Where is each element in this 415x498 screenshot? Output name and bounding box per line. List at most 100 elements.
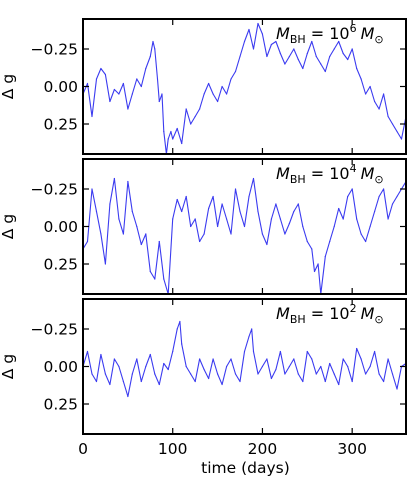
mass-annotation: MBH = 106 M⊙ — [276, 22, 384, 46]
data-point — [315, 55, 317, 58]
data-point — [356, 347, 358, 350]
y-axis-label: Δ g — [0, 74, 17, 99]
y-axis-label: Δ g — [0, 354, 17, 379]
data-point — [324, 380, 326, 383]
data-point — [127, 108, 129, 110]
panel-2: −0.25 0.00 0.25 Δ g MBH = 104 M⊙ — [0, 158, 407, 295]
data-point — [320, 365, 322, 368]
data-point — [293, 48, 295, 50]
data-point — [163, 278, 165, 280]
data-point — [149, 270, 151, 273]
data-point — [113, 358, 116, 360]
data-point — [252, 48, 255, 50]
data-point — [104, 373, 107, 375]
data-point — [234, 188, 237, 190]
data-point — [342, 218, 344, 220]
data-point — [194, 115, 196, 118]
data-point — [145, 365, 147, 368]
data-point — [275, 203, 277, 205]
data-point — [284, 63, 286, 65]
data-point — [127, 180, 129, 183]
data-point — [257, 210, 259, 213]
data-point — [275, 40, 277, 43]
data-point — [95, 210, 98, 213]
data-point — [313, 270, 316, 273]
data-point — [95, 380, 98, 383]
y-tick-label: 0.25 — [43, 256, 78, 274]
data-point — [387, 358, 389, 360]
data-point — [203, 233, 205, 235]
mass-annotation: MBH = 104 M⊙ — [276, 162, 384, 186]
data-point — [324, 255, 326, 258]
data-point — [261, 365, 264, 368]
data-point — [288, 365, 290, 368]
data-point — [190, 123, 192, 125]
data-point — [158, 383, 160, 386]
data-point — [190, 373, 192, 375]
data-point — [122, 82, 124, 85]
data-point — [199, 358, 201, 360]
data-point — [190, 225, 192, 228]
data-point — [199, 108, 201, 110]
data-point — [252, 350, 255, 353]
data-point — [109, 203, 111, 205]
data-point — [145, 233, 147, 235]
data-point — [266, 243, 268, 246]
data-point — [329, 55, 331, 58]
x-tick-label: 200 — [248, 440, 278, 458]
data-point — [113, 177, 116, 180]
data-point — [208, 207, 210, 210]
data-point — [158, 240, 160, 243]
data-point — [216, 373, 219, 375]
data-point — [324, 70, 326, 73]
data-point — [239, 210, 241, 213]
y-axis-label: Δ g — [0, 214, 17, 239]
data-point — [302, 380, 304, 383]
data-point — [212, 195, 214, 198]
data-point — [91, 115, 93, 118]
data-point — [248, 28, 250, 31]
data-point — [288, 55, 290, 58]
data-point — [167, 368, 169, 371]
data-point — [172, 138, 174, 140]
data-point — [257, 373, 259, 375]
data-point — [275, 368, 277, 371]
data-point — [131, 210, 133, 213]
data-point — [311, 248, 313, 250]
data-point — [251, 328, 253, 330]
data-point — [360, 233, 362, 235]
data-point — [172, 350, 174, 353]
data-point — [91, 373, 93, 375]
data-point — [284, 373, 286, 375]
data-point — [140, 380, 142, 383]
data-point — [154, 373, 156, 375]
x-tick-label: 300 — [337, 440, 367, 458]
data-point — [329, 362, 331, 365]
data-point — [261, 233, 264, 235]
data-point — [338, 207, 340, 210]
axes-frame — [82, 298, 407, 435]
data-point — [347, 58, 349, 61]
data-point — [378, 373, 380, 375]
data-point — [161, 93, 163, 95]
data-point — [391, 203, 394, 205]
data-point — [104, 263, 107, 265]
data-point — [136, 358, 138, 360]
x-tick-label: 0 — [78, 440, 88, 458]
data-point — [302, 225, 304, 228]
data-point — [347, 195, 349, 198]
y-tick-label: −0.25 — [31, 181, 79, 199]
data-point — [145, 67, 147, 70]
data-point — [266, 55, 268, 58]
data-point — [261, 33, 264, 35]
data-point — [185, 195, 187, 198]
data-point — [373, 210, 376, 213]
data-point — [212, 358, 214, 360]
data-point — [360, 78, 362, 80]
data-point — [338, 383, 340, 386]
data-point — [149, 353, 151, 356]
data-point — [154, 48, 156, 50]
data-point — [185, 108, 187, 110]
data-point — [122, 233, 124, 235]
data-point — [149, 55, 151, 58]
